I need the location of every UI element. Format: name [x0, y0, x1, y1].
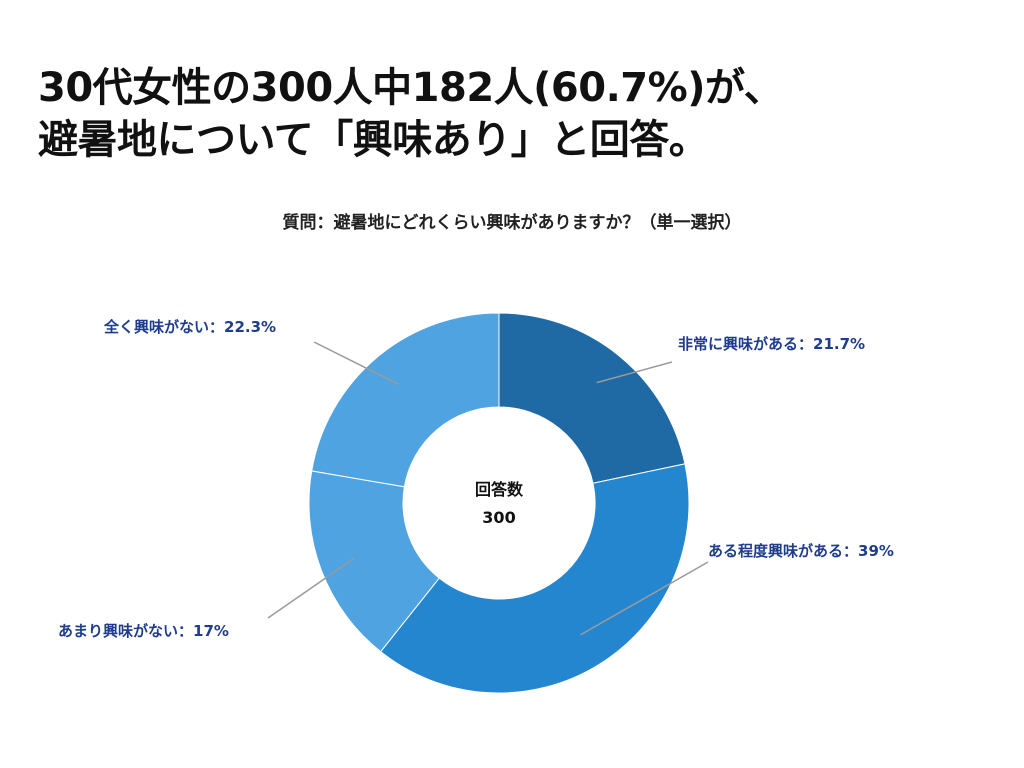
donut-slice	[498, 312, 686, 484]
center-value: 300	[482, 508, 515, 527]
leader-line	[313, 341, 400, 386]
donut-slice	[379, 463, 690, 694]
center-label: 回答数	[475, 480, 524, 499]
headline: 30代女性の300人中182人(60.7%)が、 避暑地について「興味あり」と回…	[38, 62, 998, 166]
slice-label: 非常に興味がある：21.7%	[678, 335, 865, 353]
slice-labels: 非常に興味がある：21.7% ある程度興味がある：39% あまり興味がない：17% 全…	[58, 318, 894, 640]
leader-line	[580, 561, 709, 636]
leader-lines	[267, 341, 709, 636]
slice-label: あまり興味がない：17%	[58, 622, 229, 640]
slice-label: ある程度興味がある：39%	[708, 542, 894, 560]
donut-slice	[311, 312, 500, 488]
donut-slice	[308, 470, 440, 653]
headline-line-1: 30代女性の300人中182人(60.7%)が、	[38, 65, 784, 111]
chart-title: 質問：避暑地にどれくらい興味がありますか？（単一選択）	[282, 213, 742, 233]
leader-line	[267, 557, 355, 619]
headline-line-2: 避暑地について「興味あり」と回答。	[38, 117, 709, 163]
leader-line	[596, 361, 673, 384]
donut-slices	[308, 312, 690, 694]
slice-label: 全く興味がない：22.3%	[103, 318, 276, 336]
